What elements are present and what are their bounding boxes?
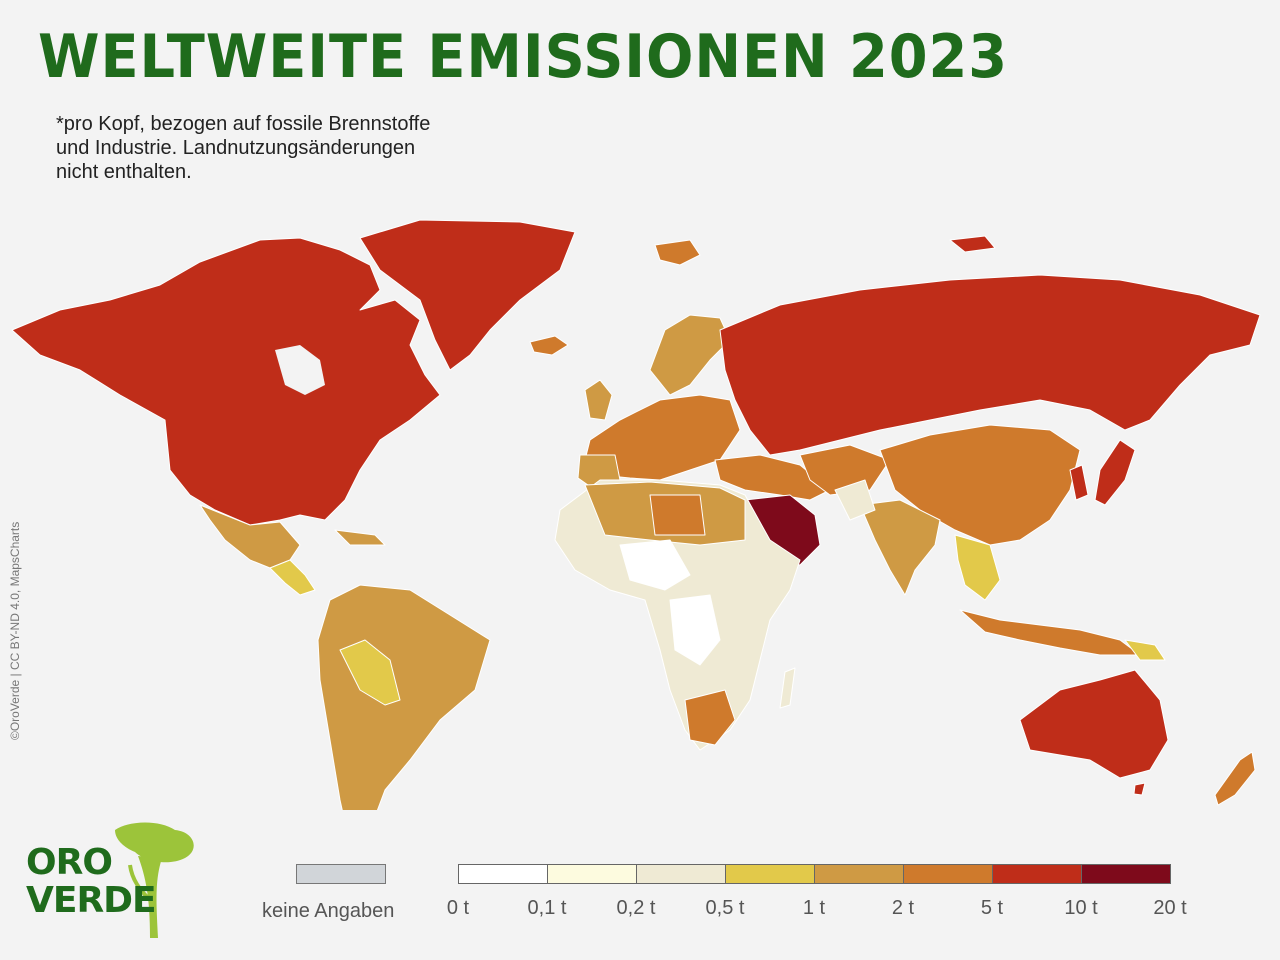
legend-swatch: [459, 865, 548, 883]
tree-icon: [115, 822, 194, 938]
region-andes: [339, 639, 401, 706]
region-sahel: [619, 539, 691, 591]
region-north-america: [11, 237, 441, 526]
region-arctic-islands: [949, 235, 996, 253]
region-madagascar: [779, 667, 796, 709]
legend-tick-label: 2 t: [891, 897, 915, 919]
region-southeast-asia: [954, 534, 1001, 601]
region-japan: [1094, 439, 1136, 506]
legend-no-data-label: keine Angaben: [262, 900, 395, 922]
legend-tick-label: 0 t: [446, 897, 470, 919]
logo-line-oro: ORO: [26, 842, 113, 883]
region-south-america: [317, 584, 491, 810]
legend-tick-label: 10 t: [1064, 897, 1098, 919]
region-tasmania: [1133, 782, 1146, 796]
legend-tick-label: 20 t: [1153, 897, 1187, 919]
region-middle-east: [714, 454, 831, 501]
page-title: WELTWEITE EMISSIONEN 2023: [38, 22, 1009, 92]
legend-swatch: [548, 865, 637, 883]
region-libya: [649, 494, 706, 536]
region-pakistan: [834, 479, 876, 521]
region-southern-africa: [684, 689, 736, 746]
region-central-america: [269, 559, 316, 596]
oroverde-logo: ORO VERDE: [20, 820, 210, 945]
region-greenland: [359, 219, 576, 371]
legend-no-data-swatch: [296, 864, 386, 884]
subtitle: *pro Kopf, bezogen auf fossile Brennstof…: [56, 112, 516, 184]
region-central-africa: [669, 594, 721, 666]
legend-swatch: [815, 865, 904, 883]
logo-line-verde: VERDE: [26, 880, 157, 921]
subtitle-line: und Industrie. Landnutzungsänderungen: [56, 137, 416, 159]
region-korea: [1069, 464, 1089, 501]
legend-tick-label: 0,2 t: [616, 897, 656, 919]
legend-swatch: [1082, 865, 1170, 883]
legend-color-scale: [458, 864, 1171, 884]
region-uk: [584, 379, 613, 421]
region-indonesia: [959, 609, 1141, 656]
legend-tick-label: 0,1 t: [527, 897, 567, 919]
legend-tick-label: 0,5 t: [705, 897, 745, 919]
region-svalbard: [654, 239, 701, 266]
region-iceland: [529, 335, 569, 356]
legend-tick-label: 5 t: [980, 897, 1004, 919]
legend-swatch: [904, 865, 993, 883]
region-russia: [719, 274, 1261, 456]
region-scandinavia: [649, 314, 731, 396]
legend-swatch: [637, 865, 726, 883]
subtitle-line: nicht enthalten.: [56, 161, 192, 183]
region-central-asia: [799, 444, 891, 496]
region-india: [859, 499, 941, 596]
legend-swatch: [726, 865, 815, 883]
legend-tick-label: 1 t: [802, 897, 826, 919]
region-new-zealand: [1214, 751, 1256, 806]
region-caribbean: [334, 529, 386, 546]
subtitle-line: *pro Kopf, bezogen auf fossile Brennstof…: [56, 113, 431, 135]
region-australia: [1019, 669, 1169, 779]
region-papua: [1124, 639, 1166, 661]
legend-swatch: [993, 865, 1082, 883]
world-map: [11, 219, 1261, 810]
